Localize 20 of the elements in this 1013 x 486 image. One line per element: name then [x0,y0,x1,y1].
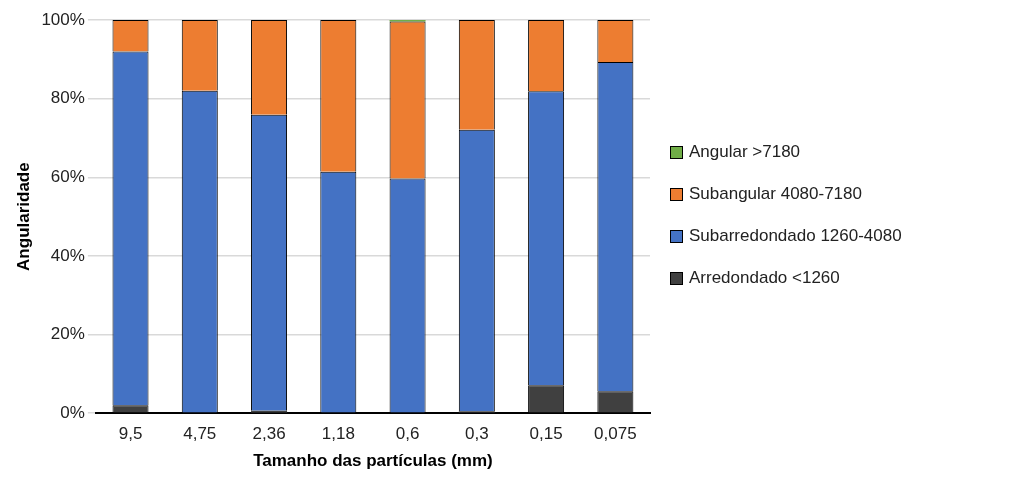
legend-label: Subangular 4080-7180 [689,184,862,204]
x-tick-label: 0,15 [529,424,563,444]
y-tick-label: 0% [60,402,85,422]
x-tick-label: 9,5 [118,424,143,444]
y-tick-label: 80% [50,88,85,108]
y-tick-label: 20% [50,324,85,344]
x-tick-label: 1,18 [321,424,355,444]
legend-label: Angular >7180 [689,142,801,162]
x-tick-label: 0,075 [594,424,637,444]
x-axis-title: Tamanho das partículas (mm) [253,451,493,471]
x-tick-label: 4,75 [183,424,217,444]
y-tick-label: 100% [41,9,85,29]
y-tick-label: 40% [50,245,85,265]
y-axis-title: Angularidade [13,162,33,271]
x-tick-label: 0,3 [465,424,489,444]
x-tick-label: 0,6 [395,424,420,444]
legend-label: Subarredondado 1260-4080 [689,226,902,246]
y-tick-label: 60% [50,166,85,186]
legend-label: Arredondado <1260 [689,268,840,288]
x-tick-label: 2,36 [252,424,286,444]
